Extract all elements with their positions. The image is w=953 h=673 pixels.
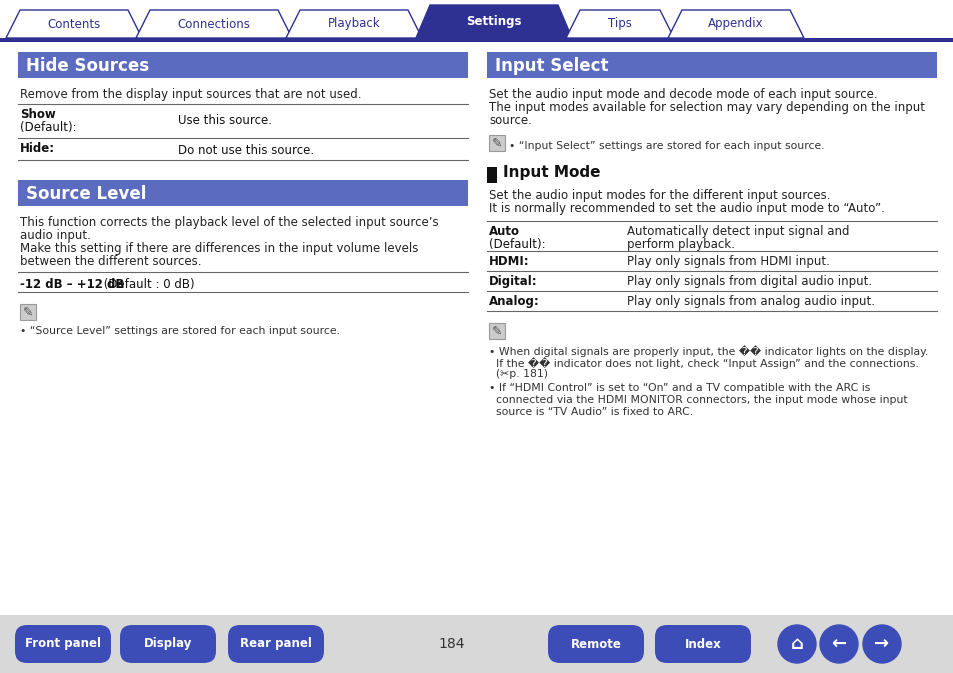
Text: It is normally recommended to set the audio input mode to “Auto”.: It is normally recommended to set the au… [489, 202, 884, 215]
Text: Hide:: Hide: [20, 142, 55, 155]
Text: This function corrects the playback level of the selected input source’s: This function corrects the playback leve… [20, 216, 438, 229]
Text: Tips: Tips [607, 17, 631, 30]
FancyBboxPatch shape [120, 625, 215, 663]
Text: (Default):: (Default): [489, 238, 545, 251]
Text: Index: Index [684, 637, 720, 651]
Text: Input Mode: Input Mode [502, 165, 599, 180]
Text: HDMI:: HDMI: [489, 255, 529, 268]
Text: • When digital signals are properly input, the �� indicator lights on the displa: • When digital signals are properly inpu… [489, 345, 927, 357]
Text: Source Level: Source Level [26, 185, 146, 203]
Text: connected via the HDMI MONITOR connectors, the input mode whose input: connected via the HDMI MONITOR connector… [489, 395, 906, 405]
Text: ✎: ✎ [491, 324, 501, 337]
Text: • If “HDMI Control” is set to “On” and a TV compatible with the ARC is: • If “HDMI Control” is set to “On” and a… [489, 383, 869, 393]
Bar [486, 52, 936, 78]
Text: Set the audio input modes for the different input sources.: Set the audio input modes for the differ… [489, 189, 830, 202]
Text: Input Select: Input Select [495, 57, 608, 75]
Text: Show: Show [20, 108, 55, 121]
Text: Display: Display [144, 637, 192, 651]
Text: →: → [874, 635, 888, 653]
Text: Remove from the display input sources that are not used.: Remove from the display input sources th… [20, 88, 361, 101]
Bar [0, 38, 953, 42]
Text: source is “TV Audio” is fixed to ARC.: source is “TV Audio” is fixed to ARC. [489, 407, 693, 417]
Text: (✂p. 181): (✂p. 181) [489, 369, 547, 379]
FancyBboxPatch shape [15, 625, 111, 663]
Text: (Default : 0 dB): (Default : 0 dB) [100, 278, 194, 291]
Text: Do not use this source.: Do not use this source. [178, 144, 314, 157]
Text: ←: ← [831, 635, 845, 653]
Text: Set the audio input mode and decode mode of each input source.: Set the audio input mode and decode mode… [489, 88, 877, 101]
FancyBboxPatch shape [655, 625, 750, 663]
FancyBboxPatch shape [547, 625, 643, 663]
Circle shape [778, 625, 815, 663]
Circle shape [862, 625, 900, 663]
Text: The input modes available for selection may vary depending on the input: The input modes available for selection … [489, 101, 924, 114]
Text: Play only signals from HDMI input.: Play only signals from HDMI input. [626, 255, 829, 268]
Bar [489, 323, 504, 339]
Text: Analog:: Analog: [489, 295, 539, 308]
Bar [18, 180, 468, 206]
Text: Appendix: Appendix [707, 17, 763, 30]
Text: Play only signals from digital audio input.: Play only signals from digital audio inp… [626, 275, 871, 288]
Text: If the �� indicator does not light, check “Input Assign” and the connections.: If the �� indicator does not light, chec… [489, 357, 918, 369]
Polygon shape [565, 10, 673, 38]
Text: Connections: Connections [177, 17, 251, 30]
Text: -12 dB – +12 dB: -12 dB – +12 dB [20, 278, 124, 291]
Text: Play only signals from analog audio input.: Play only signals from analog audio inpu… [626, 295, 874, 308]
Text: source.: source. [489, 114, 532, 127]
Bar [18, 52, 468, 78]
Polygon shape [6, 10, 142, 38]
Text: Make this setting if there are differences in the input volume levels: Make this setting if there are differenc… [20, 242, 418, 255]
Text: ✎: ✎ [491, 137, 501, 149]
FancyBboxPatch shape [228, 625, 324, 663]
Text: • “Input Select” settings are stored for each input source.: • “Input Select” settings are stored for… [509, 141, 823, 151]
Text: Remote: Remote [570, 637, 620, 651]
Text: audio input.: audio input. [20, 229, 91, 242]
Text: Digital:: Digital: [489, 275, 537, 288]
Text: Automatically detect input signal and: Automatically detect input signal and [626, 225, 848, 238]
Circle shape [820, 625, 857, 663]
Text: Auto: Auto [489, 225, 519, 238]
Text: perform playback.: perform playback. [626, 238, 734, 251]
Text: • “Source Level” settings are stored for each input source.: • “Source Level” settings are stored for… [20, 326, 339, 336]
Text: ✎: ✎ [23, 306, 33, 318]
Text: Use this source.: Use this source. [178, 114, 272, 127]
Bar [0, 615, 953, 673]
Bar [489, 135, 504, 151]
Polygon shape [286, 10, 421, 38]
Text: Playback: Playback [327, 17, 380, 30]
Text: Hide Sources: Hide Sources [26, 57, 149, 75]
Text: (Default):: (Default): [20, 121, 76, 134]
Polygon shape [667, 10, 803, 38]
Bar [486, 167, 497, 183]
Text: Settings: Settings [466, 15, 521, 28]
Text: between the different sources.: between the different sources. [20, 255, 201, 268]
Text: Contents: Contents [48, 17, 100, 30]
Text: Rear panel: Rear panel [240, 637, 312, 651]
Polygon shape [416, 5, 572, 38]
Text: ⌂: ⌂ [790, 635, 802, 653]
Text: Front panel: Front panel [25, 637, 101, 651]
Polygon shape [136, 10, 292, 38]
Text: 184: 184 [438, 637, 465, 651]
Bar [20, 304, 36, 320]
